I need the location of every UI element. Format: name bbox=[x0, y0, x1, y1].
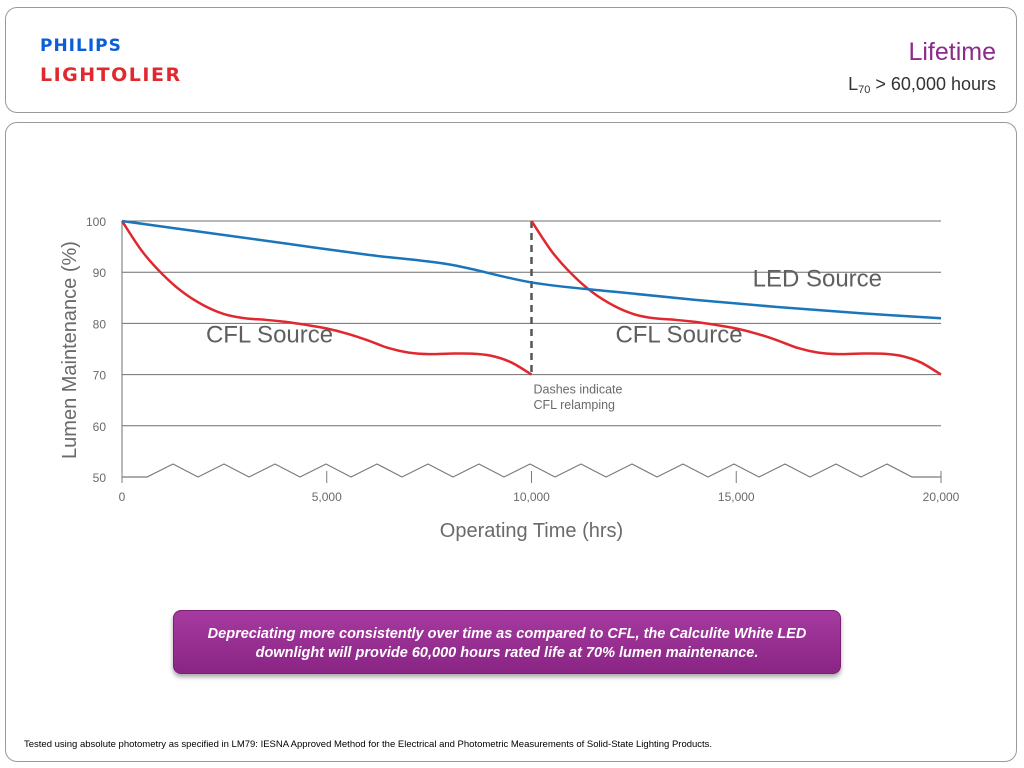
series-label: LED Source bbox=[753, 266, 882, 293]
relamp-note: Dashes indicate bbox=[534, 383, 623, 397]
subtitle-subscript: 70 bbox=[858, 84, 871, 96]
axes bbox=[121, 221, 942, 483]
y-tick-label: 80 bbox=[93, 317, 107, 331]
page-title: Lifetime bbox=[908, 38, 996, 66]
y-tick-label: 50 bbox=[93, 471, 107, 485]
cfl-source-line bbox=[530, 220, 942, 376]
page-subtitle: L70 > 60,000 hours bbox=[848, 74, 996, 96]
series-label: CFL Source bbox=[206, 321, 333, 348]
philips-logo: PHILIPS bbox=[40, 36, 122, 56]
x-tick-label: 15,000 bbox=[718, 490, 755, 504]
cfl-source-line bbox=[120, 220, 533, 376]
led-source-line bbox=[121, 219, 942, 320]
x-tick-label: 20,000 bbox=[923, 490, 960, 504]
y-tick-label: 70 bbox=[93, 369, 107, 383]
x-tick-label: 0 bbox=[119, 490, 126, 504]
chart-labels: 100 90 80 70 60 50 0 5,000 10,000 15,000 20,000 Ope… bbox=[59, 215, 960, 542]
callout-box: Depreciating more consistently over time… bbox=[173, 610, 841, 674]
y-axis-label: Lumen Maintenance (%) bbox=[59, 241, 81, 459]
header-panel bbox=[5, 7, 1017, 113]
subtitle-prefix: L bbox=[848, 74, 859, 94]
lightolier-logo: LIGHTOLIER bbox=[40, 64, 182, 86]
series-label: CFL Source bbox=[615, 321, 742, 348]
footnote: Tested using absolute photometry as spec… bbox=[24, 739, 713, 750]
y-tick-label: 100 bbox=[86, 215, 106, 229]
y-tick-label: 60 bbox=[93, 420, 107, 434]
x-axis-label: Operating Time (hrs) bbox=[440, 520, 623, 542]
x-tick-label: 5,000 bbox=[312, 490, 342, 504]
subtitle-rest: > 60,000 hours bbox=[870, 74, 996, 94]
y-tick-label: 90 bbox=[93, 266, 107, 280]
x-tick-label: 10,000 bbox=[513, 490, 550, 504]
callout-text: Depreciating more consistently over time… bbox=[207, 626, 807, 661]
relamp-note: CFL relamping bbox=[534, 398, 616, 412]
x-axis-broken-line bbox=[122, 463, 941, 478]
series bbox=[120, 219, 942, 376]
